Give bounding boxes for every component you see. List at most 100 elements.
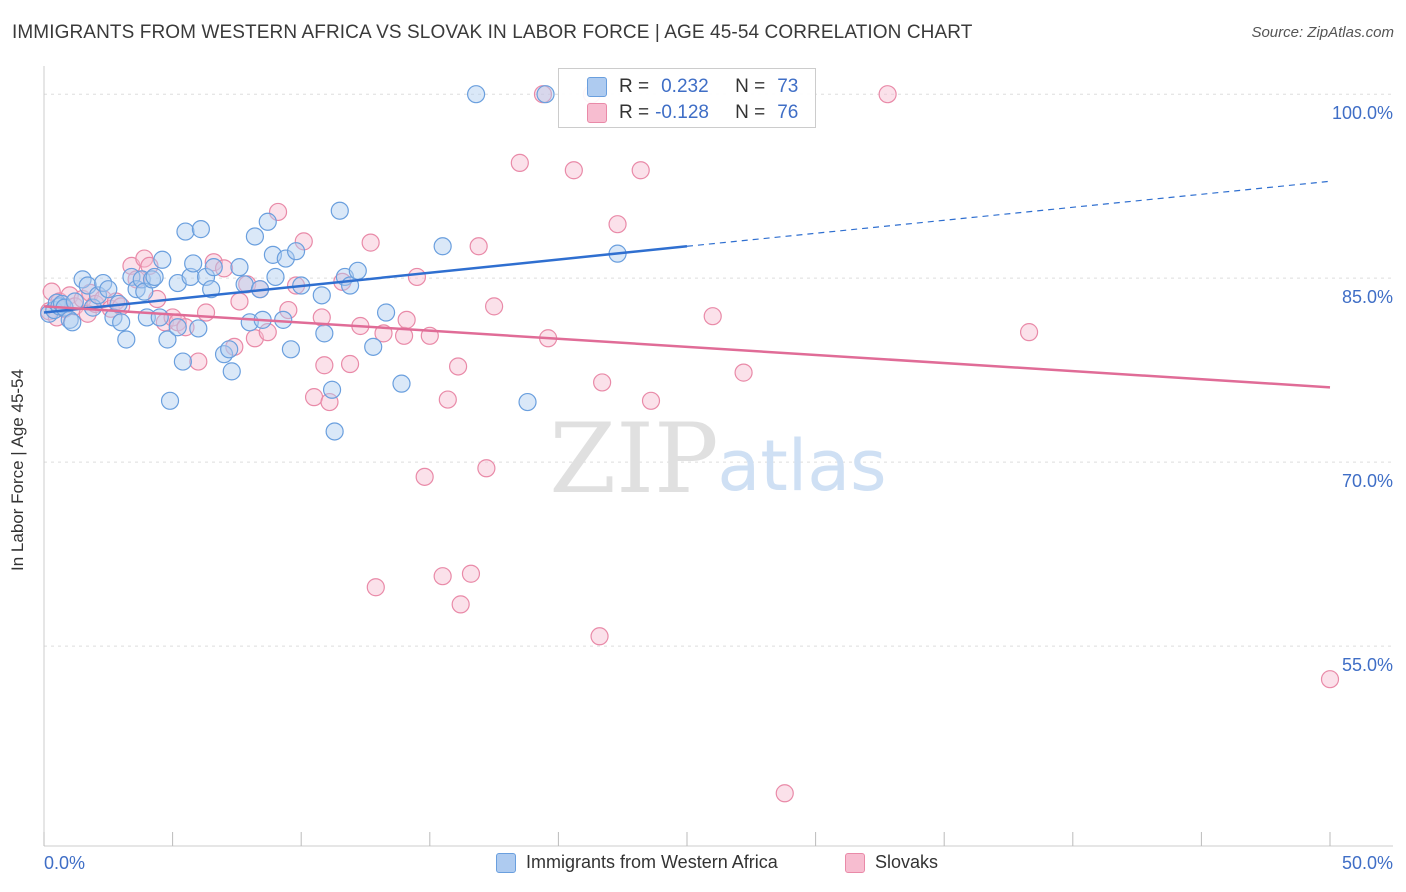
slovaks-point: [294, 232, 313, 251]
slovaks-point: [394, 326, 414, 345]
pink-swatch: [845, 852, 865, 873]
pink-swatch: [587, 103, 607, 123]
x-tick-label: 0.0%: [44, 853, 85, 873]
trend-lines: [43, 180, 1331, 389]
slovaks-point: [176, 318, 195, 337]
axes: [43, 66, 1393, 847]
western-africa-point: [160, 391, 180, 410]
slovaks-point: [1019, 323, 1039, 342]
slovaks-point: [590, 627, 609, 646]
western-africa-point: [117, 330, 136, 349]
y-tick-label: 55.0%: [1342, 655, 1393, 675]
slovaks-point: [461, 564, 481, 583]
western-africa-point: [173, 352, 192, 371]
western-africa-point: [222, 362, 241, 381]
slovaks-point: [734, 363, 753, 382]
western-africa-point: [392, 374, 411, 393]
western-africa-point: [214, 345, 234, 364]
western-africa-points: [40, 85, 627, 441]
western-africa-point: [191, 220, 210, 239]
slovaks-point: [415, 467, 434, 486]
y-tick-labels: 55.0% 70.0% 85.0% 100.0%: [1332, 103, 1393, 675]
western-africa-point: [518, 392, 537, 412]
r-label: R =: [619, 102, 650, 123]
western-africa-point: [60, 310, 79, 329]
stats-legend: R = 0.232 N = 73 R = -0.128 N = 76: [558, 68, 816, 128]
slovaks-point: [775, 784, 794, 803]
slovaks-point: [448, 357, 468, 376]
slovaks-point: [42, 282, 61, 301]
n-label: N =: [735, 76, 766, 97]
slovaks-point: [510, 153, 529, 172]
source-note: Source: ZipAtlas.com: [1251, 24, 1394, 41]
slovaks-point: [631, 161, 650, 180]
western-africa-point: [330, 201, 349, 220]
western-africa-point: [322, 380, 342, 399]
western-africa-point: [150, 308, 169, 327]
western-africa-point: [99, 280, 118, 299]
legend-item-slovaks[interactable]: Slovaks: [845, 852, 938, 873]
slovaks-point: [703, 307, 722, 326]
slovaks-point: [433, 567, 452, 586]
western-africa-point: [168, 318, 187, 337]
western-africa-point: [258, 212, 277, 231]
slovaks-point: [438, 390, 457, 409]
slovaks-point: [204, 253, 223, 272]
western-africa-point: [325, 422, 344, 441]
western-africa-point: [364, 337, 383, 356]
western-africa-point: [63, 313, 82, 332]
slovaks-point: [315, 356, 334, 375]
western-africa-point: [145, 267, 164, 287]
r-value: 0.232: [661, 76, 709, 97]
blue-swatch: [587, 77, 607, 97]
western-africa-point: [184, 254, 203, 273]
stats-row-western-africa: R = 0.232 N = 73: [587, 74, 798, 100]
x-tick-labels: 0.0% 50.0%: [44, 853, 1393, 873]
western-africa-point: [245, 227, 265, 246]
slovaks-point: [608, 215, 627, 234]
western-africa-point: [158, 330, 177, 349]
legend-label: Immigrants from Western Africa: [526, 852, 778, 872]
slovaks-point: [304, 388, 324, 407]
slovaks-point: [279, 300, 298, 320]
western-africa-point: [204, 258, 223, 277]
western-africa-point: [536, 85, 555, 104]
western-africa-point: [220, 340, 239, 359]
western-africa-trend-line: [43, 245, 688, 314]
slovaks-point: [451, 595, 470, 614]
y-tick-label: 70.0%: [1342, 471, 1393, 491]
western-africa-point: [189, 319, 208, 338]
legend-label: Slovaks: [875, 852, 939, 872]
slovaks-point: [230, 292, 249, 311]
slovaks-point: [564, 161, 583, 180]
slovaks-point: [340, 354, 360, 374]
western-africa-point: [153, 250, 172, 269]
western-africa-point: [348, 261, 367, 280]
slovaks-point: [1320, 670, 1340, 689]
r-value: -0.128: [655, 102, 709, 123]
y-tick-label: 85.0%: [1342, 287, 1393, 307]
y-tick-label: 100.0%: [1332, 103, 1393, 123]
western-africa-point: [112, 313, 131, 332]
western-africa-point: [433, 237, 452, 256]
western-africa-trend-extension: [686, 180, 1331, 247]
western-africa-point: [181, 267, 200, 287]
gridlines: [44, 93, 1393, 647]
slovaks-points: [40, 85, 1340, 803]
watermark-zip: ZIP: [549, 403, 718, 515]
stats-row-slovaks: R = -0.128 N = 76: [587, 100, 799, 126]
n-value: 76: [777, 102, 799, 123]
western-africa-point: [315, 324, 334, 343]
slovaks-point: [641, 391, 661, 410]
slovaks-point: [312, 308, 331, 327]
slovaks-point: [361, 233, 380, 252]
slovaks-point: [189, 352, 208, 371]
watermark: ZIP atlas: [549, 403, 886, 515]
slovaks-point: [366, 578, 385, 597]
slovaks-point: [469, 237, 488, 256]
western-africa-point: [230, 258, 249, 277]
blue-swatch: [496, 852, 516, 873]
western-africa-point: [281, 340, 301, 359]
legend-item-western-africa[interactable]: Immigrants from Western Africa: [496, 852, 778, 873]
